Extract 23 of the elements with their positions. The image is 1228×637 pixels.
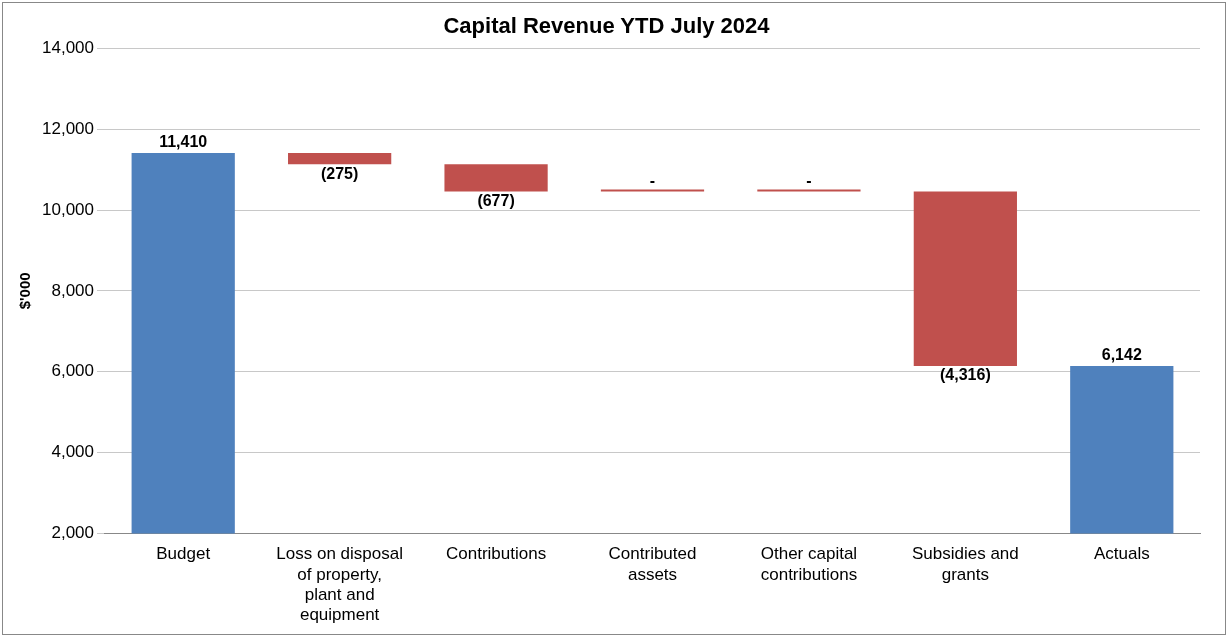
y-tick-label: 8,000	[51, 280, 94, 300]
y-tick-label: 12,000	[42, 118, 94, 138]
data-label: -	[806, 171, 812, 189]
data-label: 11,410	[159, 133, 208, 151]
chart-title: Capital Revenue YTD July 2024	[443, 13, 771, 39]
y-tick-label: 2,000	[51, 523, 94, 543]
x-tick-label: Contributed assets	[608, 544, 697, 584]
data-label: (677)	[477, 191, 515, 209]
x-tick-label: Contributions	[445, 544, 547, 564]
x-tick-label: Budget	[156, 544, 211, 564]
data-label: (275)	[320, 164, 359, 182]
x-tick-label: Other capital contributions	[760, 544, 858, 584]
data-label: -	[649, 171, 656, 189]
y-axis-title: $'000	[16, 272, 34, 310]
data-label: 6,142	[1101, 346, 1142, 364]
x-tick-label: Subsidies and grants	[911, 544, 1019, 584]
x-tick-label: Loss on disposal of property, plant and equipment	[276, 544, 403, 625]
y-tick-label: 4,000	[51, 442, 94, 462]
x-tick-label: Actuals	[1093, 544, 1150, 564]
y-tick-label: 10,000	[42, 199, 94, 219]
data-label: (4,316)	[940, 366, 991, 384]
y-tick-label: 6,000	[51, 361, 94, 381]
y-tick-label: 14,000	[42, 38, 94, 58]
